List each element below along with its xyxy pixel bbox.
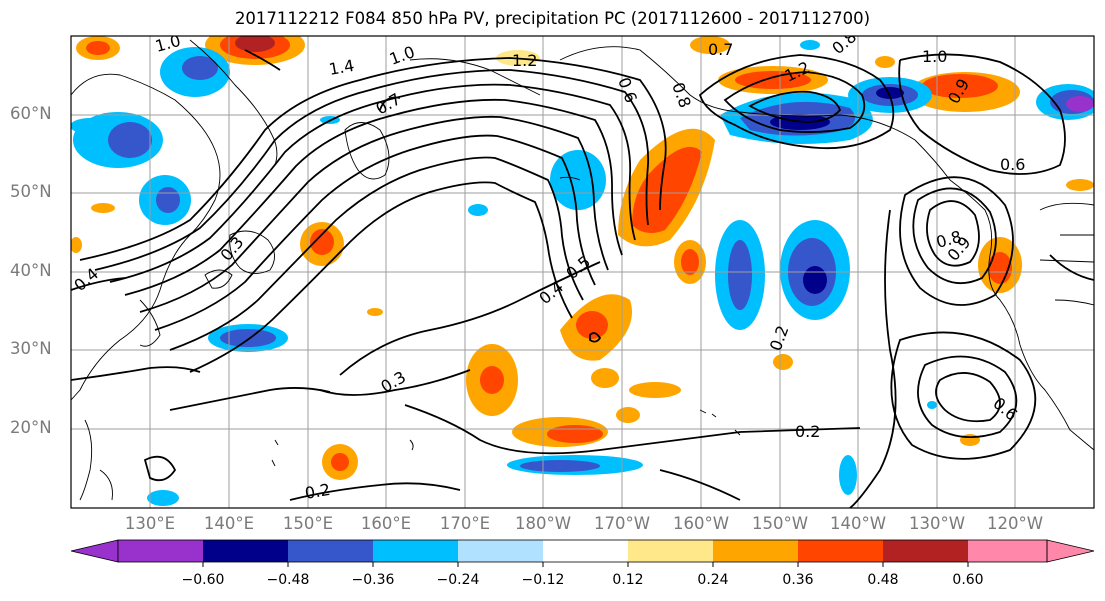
colorbar-cell (373, 540, 458, 562)
graticule (71, 36, 1094, 508)
colorbar-cell (118, 540, 203, 562)
colorbar-tick-label: 0.60 (952, 572, 984, 588)
contour-label: 0.2 (303, 480, 331, 503)
colorbar-cell (543, 540, 628, 562)
colorbar-frame (117, 539, 1048, 563)
lon-label: 120°W (986, 514, 1044, 533)
lon-label: 160°W (672, 514, 730, 533)
colorbar-cell (628, 540, 713, 562)
lat-label-60n: 60°N (10, 104, 52, 123)
lon-label: 130°W (908, 514, 966, 533)
lon-label: 140°E (203, 514, 255, 533)
lon-label: 170°E (439, 514, 491, 533)
lat-label-40n: 40°N (10, 261, 52, 280)
contour-label: 1.4 (327, 56, 355, 79)
colorbar-tick-label: −0.24 (436, 572, 480, 588)
colorbar-tick-label: 0.24 (697, 572, 729, 588)
lon-label: 180°W (514, 514, 572, 533)
colorbar-cell (968, 540, 1047, 562)
pv-contours (71, 49, 1094, 508)
contour-label: 0.2 (795, 422, 820, 441)
colorbar-tick-label: −0.12 (521, 572, 565, 588)
lon-label: 140°W (829, 514, 887, 533)
lon-label: 150°W (751, 514, 809, 533)
map-title: 2017112212 F084 850 hPa PV, precipitatio… (234, 9, 871, 28)
lon-label: 170°W (593, 514, 651, 533)
colorbar-tick-label: −0.60 (181, 572, 225, 588)
map-frame (70, 35, 1095, 509)
lon-label: 130°E (124, 514, 176, 533)
colorbar-tick-label: 0.48 (867, 572, 899, 588)
lat-label-20n: 20°N (10, 418, 52, 437)
contour-label: 1.2 (512, 51, 537, 70)
lat-label-30n: 30°N (10, 339, 52, 358)
contour-label: 1.0 (153, 31, 183, 56)
colorbar (70, 539, 1095, 567)
colorbar-cell (798, 540, 883, 562)
colorbar-tick-label: 0.36 (782, 572, 814, 588)
colorbar-extend-low (70, 539, 119, 563)
precipitation-shading (71, 36, 1094, 506)
colorbar-cell (203, 540, 288, 562)
lat-label-50n: 50°N (10, 182, 52, 201)
contour-label: 1.0 (922, 47, 947, 66)
colorbar-cell (458, 540, 543, 562)
colorbar-tick-label: −0.48 (266, 572, 310, 588)
contour-label: 0.7 (708, 40, 733, 59)
colorbar-cell (883, 540, 968, 562)
colorbar-tick-label: −0.36 (351, 572, 395, 588)
colorbar-extend-high (1046, 539, 1095, 563)
coastlines (71, 39, 1094, 501)
colorbar-cell (713, 540, 798, 562)
colorbar-tick-label: 0.12 (612, 572, 644, 588)
negative-precip-anomalies (71, 40, 1094, 506)
lon-label: 150°E (282, 514, 334, 533)
contour-label: 0.6 (1000, 155, 1025, 174)
lon-label: 160°E (360, 514, 412, 533)
colorbar-cell (288, 540, 373, 562)
